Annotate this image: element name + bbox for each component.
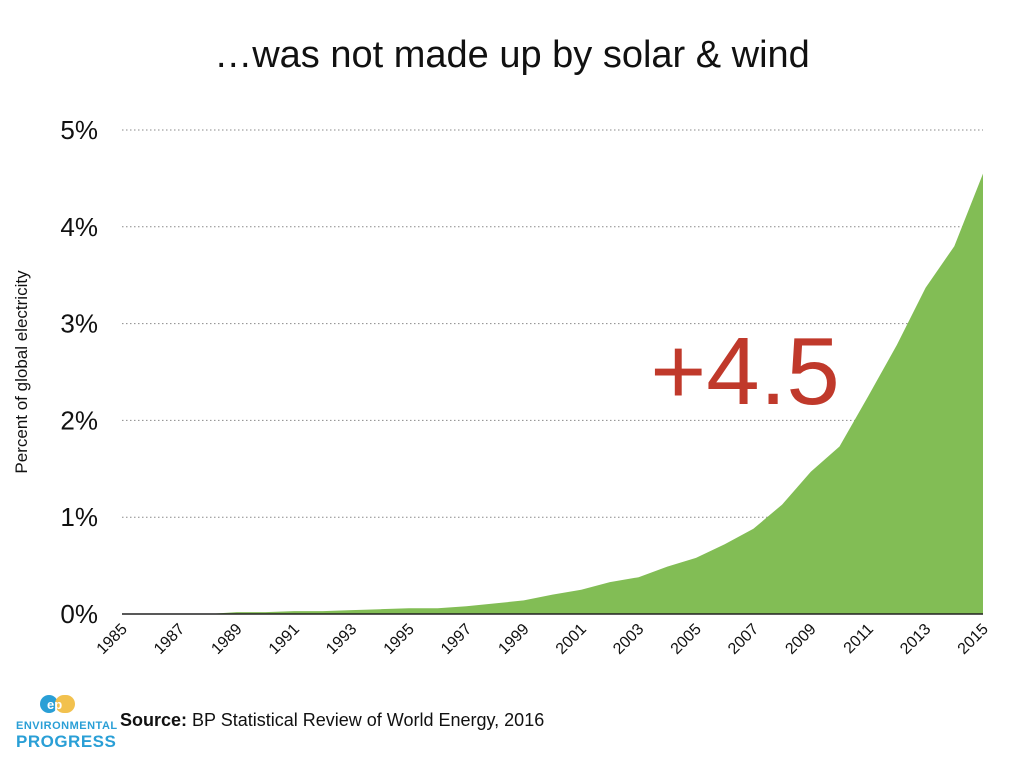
x-tick-label: 1987 — [151, 621, 188, 658]
x-tick-label: 1989 — [208, 621, 245, 658]
environmental-progress-logo: ep ENVIRONMENTAL PROGRESS — [16, 693, 118, 753]
x-tick-label: 1985 — [94, 621, 131, 658]
x-tick-label: 2011 — [841, 621, 877, 657]
ep-logo-icon: ep — [40, 695, 75, 713]
y-tick-label: 3% — [60, 309, 98, 339]
source-label: Source: — [120, 710, 188, 730]
x-tick-label: 2009 — [782, 621, 819, 658]
x-tick-label: 2003 — [610, 621, 647, 658]
logo-mark-text: ep — [47, 697, 62, 712]
x-tick-label: 1999 — [495, 621, 532, 658]
x-tick-label: 1991 — [266, 621, 303, 658]
x-tick-label: 2007 — [725, 621, 762, 658]
x-tick-label: 2013 — [897, 621, 934, 658]
chart-title: …was not made up by solar & wind — [214, 34, 810, 76]
area-series — [122, 173, 983, 614]
x-tick-label: 1993 — [323, 621, 360, 658]
area-chart: 0% 1% 2% 3% 4% 5% 1985 1987 1989 1991 1993 1995 1997… — [12, 115, 992, 658]
source-note: Source: BP Statistical Review of World E… — [120, 710, 544, 731]
x-tick-label: 2005 — [668, 621, 705, 658]
y-tick-label: 1% — [60, 502, 98, 532]
logo-line-progress: PROGRESS — [16, 732, 117, 751]
source-text: BP Statistical Review of World Energy, 2… — [192, 710, 545, 730]
y-tick-label: 0% — [60, 599, 98, 629]
y-axis-label: Percent of global electricity — [12, 270, 31, 474]
y-tick-label: 2% — [60, 405, 98, 435]
x-tick-label: 1995 — [381, 621, 418, 658]
logo-line-environmental: ENVIRONMENTAL — [16, 720, 118, 732]
x-tick-label: 2001 — [553, 621, 590, 658]
x-tick-label: 1997 — [438, 621, 475, 658]
x-tick-label: 2015 — [955, 621, 992, 658]
annotation-label: +4.5 — [650, 318, 840, 425]
y-tick-label: 5% — [60, 115, 98, 145]
y-tick-label: 4% — [60, 212, 98, 242]
